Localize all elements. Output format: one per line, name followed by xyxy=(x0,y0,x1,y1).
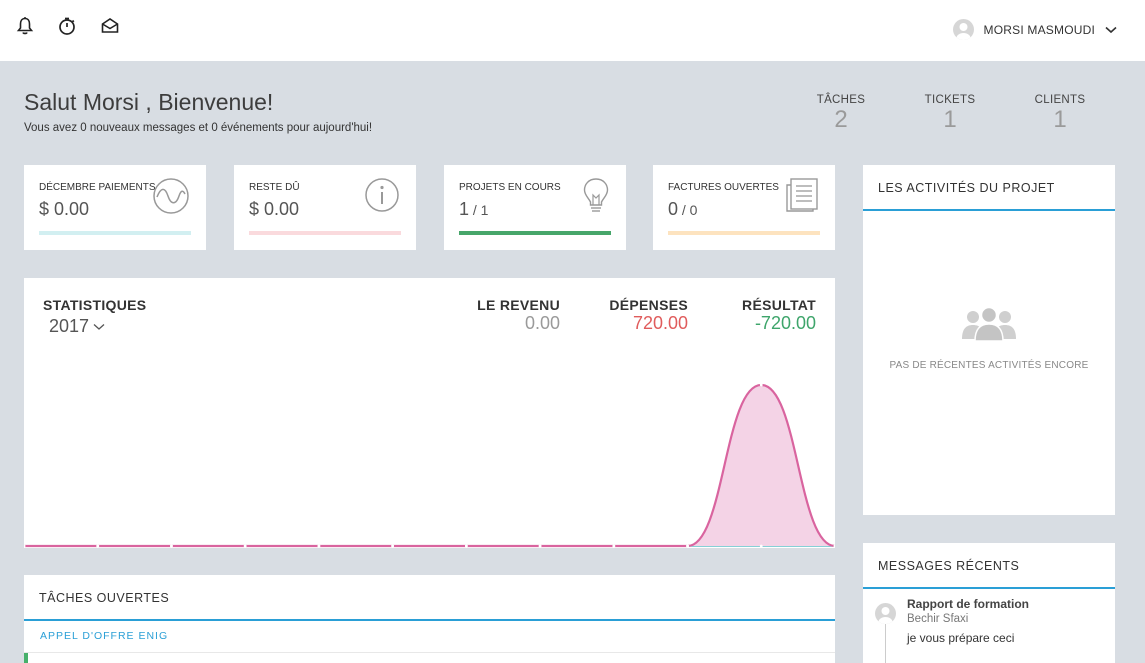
card-value: $ 0.00 xyxy=(39,199,90,219)
chart-point[interactable] xyxy=(538,544,542,548)
counter-label: TICKETS xyxy=(924,94,976,106)
card-label: PROJETS EN COURS xyxy=(459,182,561,193)
metric-revenue: LE REVENU 0.00 xyxy=(477,297,560,332)
avatar xyxy=(875,603,896,624)
card-label: RESTE DÛ xyxy=(249,182,300,193)
greeting-subtitle: Vous avez 0 nouveaux messages et 0 événe… xyxy=(24,122,373,134)
user-name: MORSI MASMOUDI xyxy=(983,22,1095,37)
counter-value: 1 xyxy=(943,106,957,133)
user-menu[interactable]: MORSI MASMOUDI xyxy=(952,19,1117,40)
year-select[interactable]: 2017 xyxy=(49,316,105,337)
wave-icon xyxy=(153,178,189,214)
card-value: 0 / 0 xyxy=(668,199,697,220)
counter-value: 1 xyxy=(1053,106,1067,133)
activities-title: LES ACTIVITÉS DU PROJET xyxy=(863,165,1115,211)
chevron-down-icon xyxy=(93,323,105,330)
message-sender: Bechir Sfaxi xyxy=(907,613,969,625)
project-activities-panel: LES ACTIVITÉS DU PROJET PAS DE RÉCENTES … xyxy=(863,165,1115,515)
counter-label: CLIENTS xyxy=(1034,94,1086,106)
task-item[interactable] xyxy=(24,653,835,663)
card-projects-in-progress[interactable]: PROJETS EN COURS 1 / 1 xyxy=(444,165,626,250)
activities-empty-state: PAS DE RÉCENTES ACTIVITÉS ENCORE xyxy=(863,305,1115,371)
chart-point[interactable] xyxy=(759,383,763,387)
counter-clients[interactable]: CLIENTS 1 xyxy=(1015,94,1105,132)
card-progress-bar xyxy=(668,231,820,235)
metric-label: LE REVENU xyxy=(477,297,560,313)
task-group-link[interactable]: APPEL D'OFFRE ENIG xyxy=(24,621,835,653)
inbox-icon[interactable] xyxy=(100,16,120,36)
message-subject: Rapport de formation xyxy=(907,597,1029,611)
metric-label: DÉPENSES xyxy=(609,297,688,313)
users-icon xyxy=(962,306,1016,342)
chart-point[interactable] xyxy=(391,544,395,548)
chart-point[interactable] xyxy=(317,544,321,548)
statistics-title: STATISTIQUES xyxy=(43,297,147,313)
bell-icon[interactable] xyxy=(15,16,35,36)
chart-area-series-0 xyxy=(24,384,835,546)
card-value-total: / 0 xyxy=(678,202,698,218)
card-progress-bar xyxy=(249,231,401,235)
card-remaining-due[interactable]: RESTE DÛ $ 0.00 xyxy=(234,165,416,250)
year-value: 2017 xyxy=(49,316,90,336)
timeline-line xyxy=(885,624,886,663)
open-tasks-title: TÂCHES OUVERTES xyxy=(24,575,835,621)
user-avatar xyxy=(952,19,974,40)
counter-tasks[interactable]: TÂCHES 2 xyxy=(796,94,886,132)
card-open-invoices[interactable]: FACTURES OUVERTES 0 / 0 xyxy=(653,165,835,250)
statistics-chart xyxy=(24,383,835,548)
card-value: 1 / 1 xyxy=(459,199,488,220)
message-item[interactable]: Rapport de formation Bechir Sfaxi je vou… xyxy=(863,589,1115,663)
chart-point[interactable] xyxy=(243,544,247,548)
chart-point[interactable] xyxy=(686,544,689,548)
chevron-down-icon xyxy=(1105,26,1117,33)
metric-value-result: -720.00 xyxy=(754,313,816,333)
chart-point[interactable] xyxy=(759,544,763,548)
metric-result: RÉSULTAT -720.00 xyxy=(742,297,816,332)
counter-tickets[interactable]: TICKETS 1 xyxy=(905,94,995,132)
document-icon xyxy=(786,178,818,212)
card-value: $ 0.00 xyxy=(249,199,300,219)
page-title: Salut Morsi , Bienvenue! xyxy=(24,89,274,115)
chart-point[interactable] xyxy=(170,544,173,548)
card-value-main: 1 xyxy=(459,199,470,219)
chart-point[interactable] xyxy=(833,544,835,548)
counter-label: TÂCHES xyxy=(816,94,866,106)
metric-label: RÉSULTAT xyxy=(742,297,816,313)
lightbulb-icon xyxy=(583,178,609,212)
card-label: DÉCEMBRE PAIEMENTS xyxy=(39,182,156,193)
info-icon xyxy=(365,178,399,212)
card-value-total: / 1 xyxy=(469,202,489,218)
chart-point[interactable] xyxy=(96,544,100,548)
chart-point[interactable] xyxy=(464,544,468,548)
card-progress-bar xyxy=(459,231,611,235)
metric-expenses: DÉPENSES 720.00 xyxy=(609,297,688,332)
open-tasks-panel: TÂCHES OUVERTES APPEL D'OFFRE ENIG xyxy=(24,575,835,663)
metric-value-revenue: 0.00 xyxy=(524,313,560,333)
recent-messages-panel: MESSAGES RÉCENTS Rapport de formation Be… xyxy=(863,543,1115,663)
counter-value: 2 xyxy=(834,106,848,133)
card-value-main: 0 xyxy=(668,199,679,219)
top-bar: MORSI MASMOUDI xyxy=(0,0,1145,61)
chart-point[interactable] xyxy=(612,544,616,548)
card-progress-bar xyxy=(39,231,191,235)
messages-title: MESSAGES RÉCENTS xyxy=(863,543,1115,589)
message-body: je vous prépare ceci xyxy=(907,631,1015,645)
metric-value-expenses: 720.00 xyxy=(632,313,688,333)
card-label: FACTURES OUVERTES xyxy=(668,182,779,193)
card-monthly-payments[interactable]: DÉCEMBRE PAIEMENTS $ 0.00 xyxy=(24,165,206,250)
timer-icon[interactable] xyxy=(57,16,77,36)
activities-empty-text: PAS DE RÉCENTES ACTIVITÉS ENCORE xyxy=(889,360,1089,371)
statistics-panel: STATISTIQUES 2017 LE REVENU 0.00 DÉPENSE… xyxy=(24,278,835,548)
chart-point[interactable] xyxy=(24,544,26,548)
